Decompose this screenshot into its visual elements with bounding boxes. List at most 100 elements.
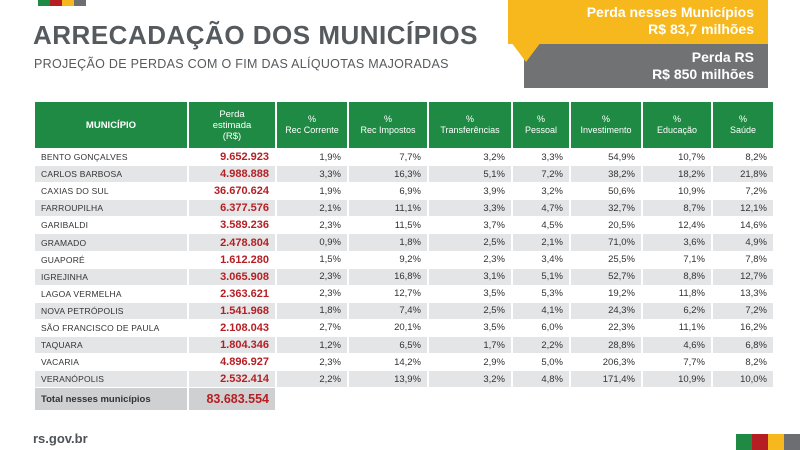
page-title: ARRECADAÇÃO DOS MUNICÍPIOS — [33, 20, 478, 50]
cell-municipio: GRAMADO — [35, 234, 187, 251]
cell-saude: 16,2% — [713, 319, 773, 337]
cell-transferencias: 3,5% — [429, 319, 511, 337]
cell-perda: 3.589.236 — [189, 217, 275, 234]
cell-educacao: 11,1% — [643, 319, 711, 337]
col-header-rec-corrente: % Rec Corrente — [277, 102, 347, 148]
col-header-rec-impostos: % Rec Impostos — [349, 102, 427, 148]
table-row: VACARIA 4.896.927 2,3% 14,2% 2,9% 5,0% 206,3% 7… — [35, 354, 773, 371]
callout-municipios-line2: R$ 83,7 milhões — [648, 21, 754, 37]
cell-rec-impostos: 6,5% — [349, 337, 427, 354]
cell-pessoal: 4,5% — [513, 217, 569, 234]
cell-transferencias: 5,1% — [429, 166, 511, 183]
cell-rec-corrente: 3,3% — [277, 166, 347, 183]
cell-investimento: 54,9% — [571, 149, 641, 166]
cell-educacao: 10,9% — [643, 183, 711, 200]
cell-perda: 2.108.043 — [189, 319, 275, 337]
cell-rec-corrente: 2,7% — [277, 319, 347, 337]
cell-perda: 6.377.576 — [189, 200, 275, 217]
callout-municipios-loss: Perda nesses Municípios R$ 83,7 milhões — [508, 0, 768, 44]
col-header-investimento: % Investimento — [571, 102, 641, 148]
cell-investimento: 22,3% — [571, 319, 641, 337]
cell-rec-corrente: 1,9% — [277, 183, 347, 200]
cell-saude: 21,8% — [713, 166, 773, 183]
cell-pessoal: 2,1% — [513, 234, 569, 251]
cell-saude: 14,6% — [713, 217, 773, 234]
cell-investimento: 50,6% — [571, 183, 641, 200]
cell-saude: 13,3% — [713, 285, 773, 302]
table-row: CARLOS BARBOSA 4.988.888 3,3% 16,3% 5,1% 7,2%… — [35, 166, 773, 183]
cell-saude: 12,1% — [713, 200, 773, 217]
cell-rec-corrente: 2,3% — [277, 217, 347, 234]
cell-investimento: 38,2% — [571, 166, 641, 183]
cell-educacao: 8,7% — [643, 200, 711, 217]
cell-perda: 2.478.804 — [189, 234, 275, 251]
callout-rs-loss: Perda RS R$ 850 milhões — [524, 44, 768, 88]
cell-pessoal: 5,3% — [513, 285, 569, 302]
cell-investimento: 24,3% — [571, 302, 641, 319]
cell-perda: 2.532.414 — [189, 371, 275, 388]
cell-rec-impostos: 7,7% — [349, 149, 427, 166]
cell-perda: 4.896.927 — [189, 354, 275, 371]
page-subtitle: PROJEÇÃO DE PERDAS COM O FIM DAS ALÍQUOT… — [34, 57, 449, 71]
cell-rec-corrente: 0,9% — [277, 234, 347, 251]
cell-rec-impostos: 6,9% — [349, 183, 427, 200]
table-header-row: MUNICÍPIO Perda estimada (R$) % Rec Corre… — [35, 102, 773, 148]
cell-investimento: 71,0% — [571, 234, 641, 251]
cell-rec-corrente: 1,9% — [277, 149, 347, 166]
cell-municipio: GUAPORÉ — [35, 251, 187, 268]
cell-pessoal: 3,3% — [513, 149, 569, 166]
cell-rec-corrente: 1,5% — [277, 251, 347, 268]
cell-perda: 2.363.621 — [189, 285, 275, 302]
cell-educacao: 8,8% — [643, 268, 711, 285]
cell-pessoal: 5,0% — [513, 354, 569, 371]
cell-municipio: CAXIAS DO SUL — [35, 183, 187, 200]
table-row: NOVA PETRÓPOLIS 1.541.968 1,8% 7,4% 2,5% 4,1%… — [35, 302, 773, 319]
cell-rec-corrente: 2,3% — [277, 285, 347, 302]
cell-transferencias: 3,7% — [429, 217, 511, 234]
cell-saude: 7,8% — [713, 251, 773, 268]
table-row: SÃO FRANCISCO DE PAULA 2.108.043 2,7% 20,1%… — [35, 319, 773, 337]
cell-perda: 9.652.923 — [189, 149, 275, 166]
cell-educacao: 7,1% — [643, 251, 711, 268]
cell-municipio: TAQUARA — [35, 337, 187, 354]
cell-rec-impostos: 9,2% — [349, 251, 427, 268]
cell-educacao: 4,6% — [643, 337, 711, 354]
cell-perda: 4.988.888 — [189, 166, 275, 183]
cell-saude: 12,7% — [713, 268, 773, 285]
flag-red-block — [50, 0, 62, 6]
cell-saude: 10,0% — [713, 371, 773, 388]
col-header-perda: Perda estimada (R$) — [189, 102, 275, 148]
cell-rec-corrente: 2,3% — [277, 268, 347, 285]
cell-municipio: FARROUPILHA — [35, 200, 187, 217]
cell-transferencias: 2,3% — [429, 251, 511, 268]
cell-rec-corrente: 2,2% — [277, 371, 347, 388]
cell-pessoal: 5,1% — [513, 268, 569, 285]
top-flag-bar — [38, 0, 86, 6]
table-row: TAQUARA 1.804.346 1,2% 6,5% 1,7% 2,2% 28,8% 4,6… — [35, 337, 773, 354]
table-row: VERANÓPOLIS 2.532.414 2,2% 13,9% 3,2% 4,8% 171… — [35, 371, 773, 388]
cell-pessoal: 4,1% — [513, 302, 569, 319]
col-header-pessoal: % Pessoal — [513, 102, 569, 148]
cell-transferencias: 2,5% — [429, 302, 511, 319]
cell-saude: 7,2% — [713, 183, 773, 200]
cell-rec-impostos: 11,5% — [349, 217, 427, 234]
table-row: LAGOA VERMELHA 2.363.621 2,3% 12,7% 3,5% 5,3%… — [35, 285, 773, 302]
cell-pessoal: 4,7% — [513, 200, 569, 217]
table-row: FARROUPILHA 6.377.576 2,1% 11,1% 3,3% 4,7% 32,… — [35, 200, 773, 217]
cell-municipio: VERANÓPOLIS — [35, 371, 187, 388]
cell-pessoal: 2,2% — [513, 337, 569, 354]
cell-transferencias: 3,1% — [429, 268, 511, 285]
cell-pessoal: 3,2% — [513, 183, 569, 200]
col-header-transferencias: % Transferências — [429, 102, 511, 148]
cell-saude: 8,2% — [713, 149, 773, 166]
bottom-flag-bar — [736, 434, 800, 450]
site-url: rs.gov.br — [33, 431, 88, 446]
cell-rec-impostos: 16,3% — [349, 166, 427, 183]
flag-yellow-block — [768, 434, 784, 450]
cell-rec-corrente: 2,1% — [277, 200, 347, 217]
cell-investimento: 171,4% — [571, 371, 641, 388]
table-row: GUAPORÉ 1.612.280 1,5% 9,2% 2,3% 3,4% 25,5% 7,1… — [35, 251, 773, 268]
cell-saude: 8,2% — [713, 354, 773, 371]
cell-saude: 6,8% — [713, 337, 773, 354]
table-row: CAXIAS DO SUL 36.670.624 1,9% 6,9% 3,9% 3,2% 5… — [35, 183, 773, 200]
